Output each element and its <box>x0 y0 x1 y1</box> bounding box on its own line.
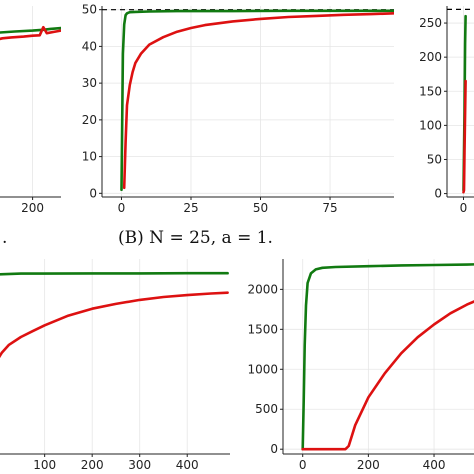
chart-top-left: 200 <box>0 6 61 215</box>
y-tick-label: 2000 <box>247 282 278 296</box>
x-tick-label: 200 <box>81 458 104 472</box>
y-tick-label: 200 <box>419 50 442 64</box>
series-red-line <box>0 25 61 41</box>
caption-left-fragment: . <box>2 228 7 248</box>
y-tick-label: 20 <box>82 113 97 127</box>
series-green-line <box>120 9 394 191</box>
y-tick-label: 40 <box>82 39 97 53</box>
chart-top-right: 0 0 50 100 150 200 250 <box>419 6 474 215</box>
y-tick-label: 100 <box>419 118 442 132</box>
y-tick-label: 50 <box>82 3 97 17</box>
y-tick-label: 0 <box>270 442 278 456</box>
series-green-line <box>301 263 474 451</box>
y-tick-label: 30 <box>82 76 97 90</box>
series-red-line <box>0 291 229 359</box>
y-tick-label: 0 <box>89 186 97 200</box>
y-tick-label: 500 <box>255 402 278 416</box>
series-green-line <box>0 26 61 34</box>
y-tick-label: 50 <box>427 152 442 166</box>
series-red-line <box>301 300 474 451</box>
x-tick-label: 200 <box>357 458 380 472</box>
x-tick-label: 25 <box>183 201 198 215</box>
y-tick-label: 150 <box>419 84 442 98</box>
y-tick-label: 10 <box>82 150 97 164</box>
chart-top-middle: 0 25 50 75 0 10 20 30 40 50 <box>82 3 394 215</box>
x-tick-label: 75 <box>322 201 337 215</box>
x-tick-label: 50 <box>253 201 268 215</box>
series-green-line <box>0 271 229 276</box>
x-tick-label: 100 <box>33 458 56 472</box>
x-tick-label: 0 <box>460 201 468 215</box>
series-red-line <box>462 79 467 194</box>
x-tick-label: 300 <box>128 458 151 472</box>
x-tick-label: 200 <box>21 201 44 215</box>
x-tick-label: 0 <box>118 201 126 215</box>
x-tick-label: 400 <box>423 458 446 472</box>
chart-bottom-right: 0 200 400 0 500 1000 1500 2000 <box>247 259 474 472</box>
caption-middle: (B) N = 25, a = 1. <box>118 228 273 248</box>
x-tick-label: 400 <box>176 458 199 472</box>
y-tick-label: 250 <box>419 16 442 30</box>
x-tick-label: 0 <box>299 458 307 472</box>
chart-bottom-left: 100 200 300 400 <box>0 259 230 472</box>
series-red-line <box>122 12 394 190</box>
chart-panels: 200 0 25 50 75010203040500050100150200250100… <box>0 3 474 472</box>
y-tick-label: 0 <box>434 187 442 201</box>
y-tick-label: 1500 <box>247 322 278 336</box>
y-tick-label: 1000 <box>247 362 278 376</box>
